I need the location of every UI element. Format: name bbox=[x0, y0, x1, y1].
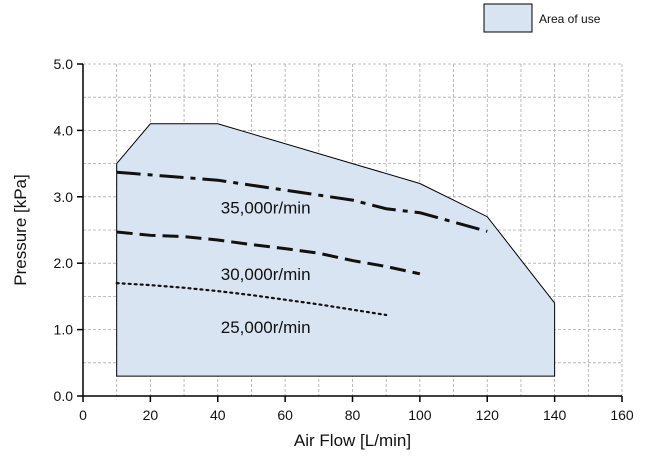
ticks: 0 20 40 60 80 100 120 140 160 0.0 1.0 2.0 3.0 4.0 5.0 bbox=[54, 56, 634, 423]
x-tick-label: 100 bbox=[408, 407, 432, 423]
legend: Area of use bbox=[483, 3, 601, 33]
curve-label: 35,000r/min bbox=[221, 198, 311, 217]
y-tick-label: 3.0 bbox=[54, 189, 74, 205]
curve-dash-dot bbox=[116, 170, 488, 233]
x-tick-label: 80 bbox=[345, 407, 361, 423]
y-tick-label: 0.0 bbox=[54, 388, 74, 404]
y-tick-label: 4.0 bbox=[54, 122, 74, 138]
curve-dashed bbox=[116, 230, 421, 276]
x-tick-label: 20 bbox=[143, 407, 159, 423]
y-tick-label: 1.0 bbox=[54, 322, 74, 338]
x-tick-label: 0 bbox=[79, 407, 87, 423]
y-axis-title: Pressure [kPa] bbox=[11, 174, 30, 286]
y-tick-label: 2.0 bbox=[54, 255, 74, 271]
legend-swatch bbox=[483, 3, 533, 33]
x-tick-label: 40 bbox=[210, 407, 226, 423]
curve-label: 25,000r/min bbox=[221, 318, 311, 337]
x-axis-title: Air Flow [L/min] bbox=[294, 431, 411, 450]
curve-label: 30,000r/min bbox=[221, 265, 311, 284]
area-of-use-region bbox=[116, 123, 556, 377]
curve-labels: 35,000r/min 30,000r/min 25,000r/min bbox=[221, 198, 311, 337]
y-tick-label: 5.0 bbox=[54, 56, 74, 72]
legend-label: Area of use bbox=[539, 12, 601, 26]
curves bbox=[115, 170, 488, 317]
x-tick-label: 120 bbox=[476, 407, 500, 423]
x-tick-label: 140 bbox=[543, 407, 567, 423]
curve-dotted bbox=[115, 282, 388, 317]
x-tick-label: 60 bbox=[277, 407, 293, 423]
x-tick-label: 160 bbox=[610, 407, 634, 423]
